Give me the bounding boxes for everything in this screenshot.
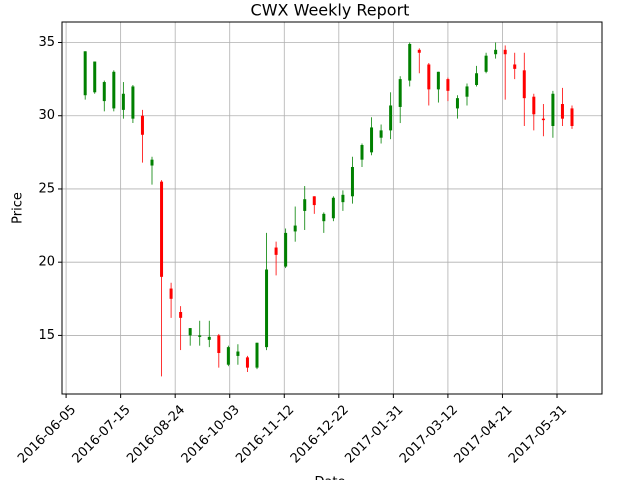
candle-body (398, 79, 402, 107)
candle-body (284, 232, 288, 267)
candle-body (455, 98, 459, 109)
candle-body (169, 288, 173, 299)
candle-body (370, 127, 374, 153)
y-tick-label: 20 (38, 255, 55, 270)
x-axis-label: Date (314, 475, 345, 480)
candle-body (503, 49, 507, 55)
candle-body (160, 181, 164, 277)
candle-body (484, 55, 488, 72)
candle-body (198, 335, 202, 337)
candle-body (217, 335, 221, 353)
candle-body (83, 51, 87, 96)
candle-body (93, 61, 97, 93)
candle-body (188, 328, 192, 336)
candle-body (112, 71, 116, 109)
candle-body (389, 105, 393, 131)
y-axis-label: Price (11, 192, 26, 224)
candle-body (293, 225, 297, 232)
candle-body (417, 49, 421, 53)
candle-body (379, 130, 383, 138)
candle-body (513, 64, 517, 69)
candle-body (532, 96, 536, 115)
candle-body (350, 166, 354, 197)
y-tick-label: 35 (38, 35, 55, 50)
y-tick-label: 25 (38, 181, 55, 196)
candle-body (322, 213, 326, 222)
candle-body (265, 269, 269, 348)
candle-body (274, 247, 278, 255)
candle-body (560, 104, 564, 119)
candle-body (255, 342, 259, 368)
candle-body (303, 199, 307, 211)
candle-body (312, 196, 316, 206)
candle-body (475, 73, 479, 85)
candle-body (408, 43, 412, 81)
candle-body (331, 197, 335, 219)
candle-body (360, 145, 364, 160)
candle-body (436, 71, 440, 90)
candle-body (140, 115, 144, 135)
chart-title: CWX Weekly Report (251, 1, 410, 20)
y-tick-label: 30 (38, 108, 55, 123)
candle-body (522, 70, 526, 99)
candle-body (551, 93, 555, 126)
candle-body (207, 336, 211, 340)
candle-body (446, 79, 450, 91)
candle-body (494, 49, 498, 55)
y-tick-label: 15 (38, 328, 55, 343)
x-tick-label: 2017-05-31 (506, 402, 570, 466)
candle-body (427, 64, 431, 90)
candle-body (121, 93, 125, 110)
candle-body (245, 357, 249, 368)
candle-body (102, 82, 106, 102)
candle-body (179, 311, 183, 318)
candle-body (541, 118, 545, 121)
candle-body (341, 194, 345, 203)
candle-body (570, 108, 574, 126)
candle-body (150, 159, 154, 166)
candle-body (465, 86, 469, 97)
plot-frame (61, 21, 603, 395)
candle-body (131, 86, 135, 119)
candle-body (226, 347, 230, 365)
candle-body (236, 351, 240, 356)
